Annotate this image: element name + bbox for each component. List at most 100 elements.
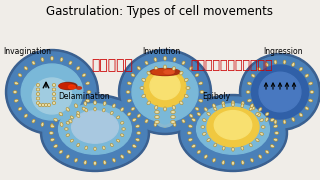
Ellipse shape bbox=[86, 99, 90, 102]
Ellipse shape bbox=[84, 102, 87, 105]
Ellipse shape bbox=[259, 72, 301, 112]
Ellipse shape bbox=[102, 146, 105, 150]
Ellipse shape bbox=[154, 122, 157, 126]
Ellipse shape bbox=[77, 143, 80, 147]
Text: Involution: Involution bbox=[142, 47, 180, 56]
Ellipse shape bbox=[76, 87, 82, 89]
Ellipse shape bbox=[137, 132, 141, 134]
Ellipse shape bbox=[69, 61, 72, 65]
Ellipse shape bbox=[232, 103, 234, 107]
Ellipse shape bbox=[246, 91, 250, 93]
Ellipse shape bbox=[251, 104, 253, 108]
Ellipse shape bbox=[36, 88, 40, 91]
Ellipse shape bbox=[5, 50, 99, 134]
Ellipse shape bbox=[116, 116, 120, 119]
Ellipse shape bbox=[232, 101, 234, 105]
Ellipse shape bbox=[260, 119, 264, 122]
Text: Epiboly: Epiboly bbox=[202, 92, 230, 101]
Ellipse shape bbox=[207, 107, 259, 147]
Ellipse shape bbox=[145, 61, 148, 65]
Ellipse shape bbox=[121, 108, 124, 111]
Ellipse shape bbox=[66, 134, 69, 136]
Ellipse shape bbox=[60, 58, 63, 62]
Ellipse shape bbox=[164, 124, 166, 128]
Ellipse shape bbox=[196, 104, 269, 154]
Ellipse shape bbox=[13, 91, 17, 93]
Ellipse shape bbox=[305, 74, 309, 77]
Ellipse shape bbox=[187, 132, 191, 134]
Ellipse shape bbox=[201, 126, 205, 128]
Ellipse shape bbox=[69, 119, 72, 123]
Ellipse shape bbox=[93, 101, 96, 105]
Ellipse shape bbox=[257, 113, 261, 117]
Ellipse shape bbox=[76, 67, 80, 70]
Ellipse shape bbox=[192, 118, 196, 122]
Ellipse shape bbox=[85, 109, 87, 112]
Text: Invagination: Invagination bbox=[3, 47, 51, 56]
Ellipse shape bbox=[54, 118, 58, 122]
Ellipse shape bbox=[155, 120, 159, 124]
Ellipse shape bbox=[192, 145, 196, 148]
Ellipse shape bbox=[180, 101, 183, 105]
Ellipse shape bbox=[137, 67, 140, 70]
Ellipse shape bbox=[77, 111, 80, 115]
Ellipse shape bbox=[75, 104, 77, 108]
Ellipse shape bbox=[154, 58, 157, 62]
Ellipse shape bbox=[24, 67, 28, 70]
Ellipse shape bbox=[127, 82, 131, 85]
Ellipse shape bbox=[173, 122, 176, 126]
Ellipse shape bbox=[24, 114, 28, 118]
Ellipse shape bbox=[131, 74, 135, 77]
Ellipse shape bbox=[110, 111, 113, 115]
Text: Ingression: Ingression bbox=[263, 47, 302, 56]
Ellipse shape bbox=[59, 104, 132, 154]
Ellipse shape bbox=[82, 74, 86, 77]
Ellipse shape bbox=[164, 56, 166, 60]
Ellipse shape bbox=[65, 128, 68, 130]
Text: Gastrulation: Types of cell movements: Gastrulation: Types of cell movements bbox=[46, 5, 274, 18]
Ellipse shape bbox=[145, 119, 148, 123]
Ellipse shape bbox=[122, 128, 125, 130]
Ellipse shape bbox=[142, 94, 146, 98]
Ellipse shape bbox=[152, 69, 174, 75]
Ellipse shape bbox=[137, 114, 140, 118]
Ellipse shape bbox=[265, 63, 268, 66]
Ellipse shape bbox=[199, 82, 203, 85]
Ellipse shape bbox=[36, 84, 40, 87]
Ellipse shape bbox=[147, 71, 150, 75]
Ellipse shape bbox=[257, 67, 261, 71]
Ellipse shape bbox=[222, 146, 225, 150]
Ellipse shape bbox=[164, 70, 174, 74]
Ellipse shape bbox=[232, 147, 234, 151]
Ellipse shape bbox=[275, 132, 279, 134]
Ellipse shape bbox=[121, 155, 124, 158]
Ellipse shape bbox=[18, 74, 22, 77]
Ellipse shape bbox=[41, 122, 44, 126]
Ellipse shape bbox=[249, 143, 252, 147]
Ellipse shape bbox=[66, 122, 69, 124]
Ellipse shape bbox=[51, 56, 53, 60]
Ellipse shape bbox=[136, 125, 140, 128]
Ellipse shape bbox=[44, 103, 47, 107]
Ellipse shape bbox=[51, 125, 54, 128]
Ellipse shape bbox=[8, 52, 96, 132]
Ellipse shape bbox=[68, 85, 76, 89]
Ellipse shape bbox=[32, 78, 72, 114]
Ellipse shape bbox=[299, 67, 303, 71]
Ellipse shape bbox=[150, 73, 180, 100]
Ellipse shape bbox=[131, 107, 135, 110]
Ellipse shape bbox=[251, 158, 253, 162]
Ellipse shape bbox=[52, 88, 56, 91]
Ellipse shape bbox=[179, 94, 287, 172]
Ellipse shape bbox=[14, 99, 18, 102]
Ellipse shape bbox=[195, 107, 199, 110]
Ellipse shape bbox=[52, 93, 56, 96]
Ellipse shape bbox=[197, 150, 201, 154]
Ellipse shape bbox=[222, 102, 225, 105]
Ellipse shape bbox=[204, 108, 207, 111]
Ellipse shape bbox=[41, 94, 149, 172]
Ellipse shape bbox=[299, 113, 303, 117]
Ellipse shape bbox=[171, 120, 175, 124]
Ellipse shape bbox=[36, 93, 40, 96]
Ellipse shape bbox=[86, 82, 90, 85]
